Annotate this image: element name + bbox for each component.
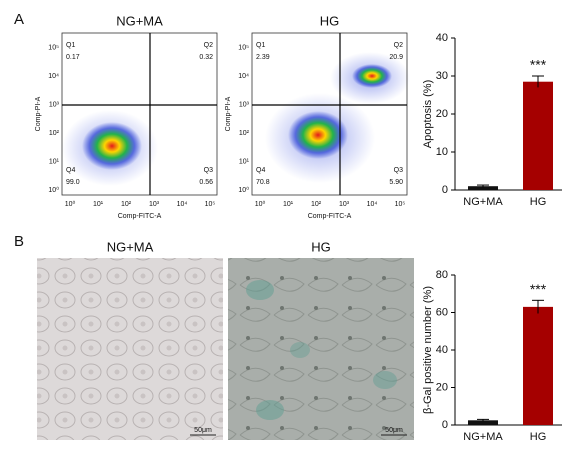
significance: *** [530, 57, 547, 73]
quadrant-name: Q3 [394, 167, 403, 174]
x-tick-label: 10¹ [283, 201, 294, 208]
x-tick-label: 10² [121, 201, 132, 208]
x-tick-label: 10³ [339, 201, 350, 208]
y-tick-label: 10² [239, 130, 250, 137]
y-tick-label: 10⁴ [48, 73, 59, 80]
x-tick-label: 10¹ [93, 201, 104, 208]
quadrant-value: 5.90 [389, 179, 403, 186]
bar [468, 186, 498, 190]
y-tick-label: 10³ [239, 101, 250, 108]
y-axis-label: Comp-PI-A [35, 96, 42, 131]
quadrant-value: 99.0 [66, 179, 80, 186]
density-cloud [82, 122, 142, 170]
quadrant-value: 70.8 [256, 179, 270, 186]
density-cloud [288, 111, 348, 159]
quadrant-name: Q3 [204, 167, 213, 174]
x-axis-label: Comp-FITC-A [308, 213, 352, 220]
quadrant-name: Q1 [66, 42, 75, 49]
micrograph-cells [37, 258, 223, 440]
y-tick-label: 60 [436, 306, 448, 318]
x-tick-label: NG+MA [463, 431, 503, 443]
plot-frame [251, 32, 408, 196]
density-cloud [352, 64, 392, 88]
quadrant-value: 20.9 [389, 54, 403, 61]
y-axis-label: Comp-PI-A [225, 96, 232, 131]
x-tick-label: 10⁵ [205, 201, 216, 208]
x-tick-label: 10⁰ [255, 200, 266, 208]
y-tick-label: 10⁵ [238, 44, 249, 51]
y-tick-label: 0 [442, 184, 448, 196]
stain [290, 342, 310, 358]
image-title: HG [311, 239, 331, 254]
x-tick-label: 10³ [149, 201, 160, 208]
y-tick-label: 10⁰ [48, 186, 59, 194]
bar [468, 420, 498, 425]
quadrant-name: Q1 [256, 42, 265, 49]
y-tick-label: 0 [442, 419, 448, 431]
quadrant-value: 0.56 [199, 179, 213, 186]
y-tick-label: 20 [436, 381, 448, 393]
x-tick-label: 10⁵ [395, 201, 406, 208]
y-tick-label: 10¹ [49, 158, 60, 165]
x-tick-label: HG [530, 196, 547, 208]
y-tick-label: 10⁴ [238, 73, 249, 80]
quadrant-value: 2.39 [256, 54, 270, 61]
y-axis-label: Apoptosis (%) [422, 80, 434, 148]
y-tick-label: 10³ [49, 101, 60, 108]
quadrant-name: Q4 [66, 167, 75, 174]
scale-bar-label: 50μm [194, 427, 212, 434]
stain [373, 371, 397, 389]
x-tick-label: 10⁴ [367, 201, 378, 208]
quadrant-value: 0.32 [199, 54, 213, 61]
quadrant-name: Q4 [256, 167, 265, 174]
stain [256, 400, 284, 420]
scale-bar-label: 50μm [385, 427, 403, 434]
y-tick-label: 10¹ [239, 158, 250, 165]
y-tick-label: 80 [436, 269, 448, 281]
x-tick-label: 10² [311, 201, 322, 208]
x-tick-label: 10⁴ [177, 201, 188, 208]
y-tick-label: 10⁵ [48, 44, 59, 51]
x-tick-label: 10⁰ [65, 200, 76, 208]
x-tick-label: HG [530, 431, 547, 443]
y-tick-label: 10 [436, 146, 448, 158]
plot-title: HG [320, 13, 340, 28]
y-tick-label: 40 [436, 32, 448, 44]
y-tick-label: 20 [436, 108, 448, 120]
quadrant-name: Q2 [204, 42, 213, 49]
y-tick-label: 40 [436, 344, 448, 356]
bar [523, 306, 553, 425]
plot-frame [61, 32, 218, 196]
x-tick-label: NG+MA [463, 196, 503, 208]
x-axis-label: Comp-FITC-A [118, 213, 162, 220]
plot-title: NG+MA [116, 13, 163, 28]
y-tick-label: 10⁰ [238, 186, 249, 194]
image-title: NG+MA [107, 239, 154, 254]
panel-label: B [14, 233, 24, 250]
stain [246, 280, 274, 300]
bar [523, 81, 553, 190]
significance: *** [530, 281, 547, 297]
y-tick-label: 30 [436, 70, 448, 82]
quadrant-name: Q2 [394, 42, 403, 49]
quadrant-value: 0.17 [66, 54, 80, 61]
y-axis-label: β-Gal positive number (%) [422, 286, 434, 414]
y-tick-label: 10² [49, 130, 60, 137]
panel-label: A [14, 11, 24, 28]
